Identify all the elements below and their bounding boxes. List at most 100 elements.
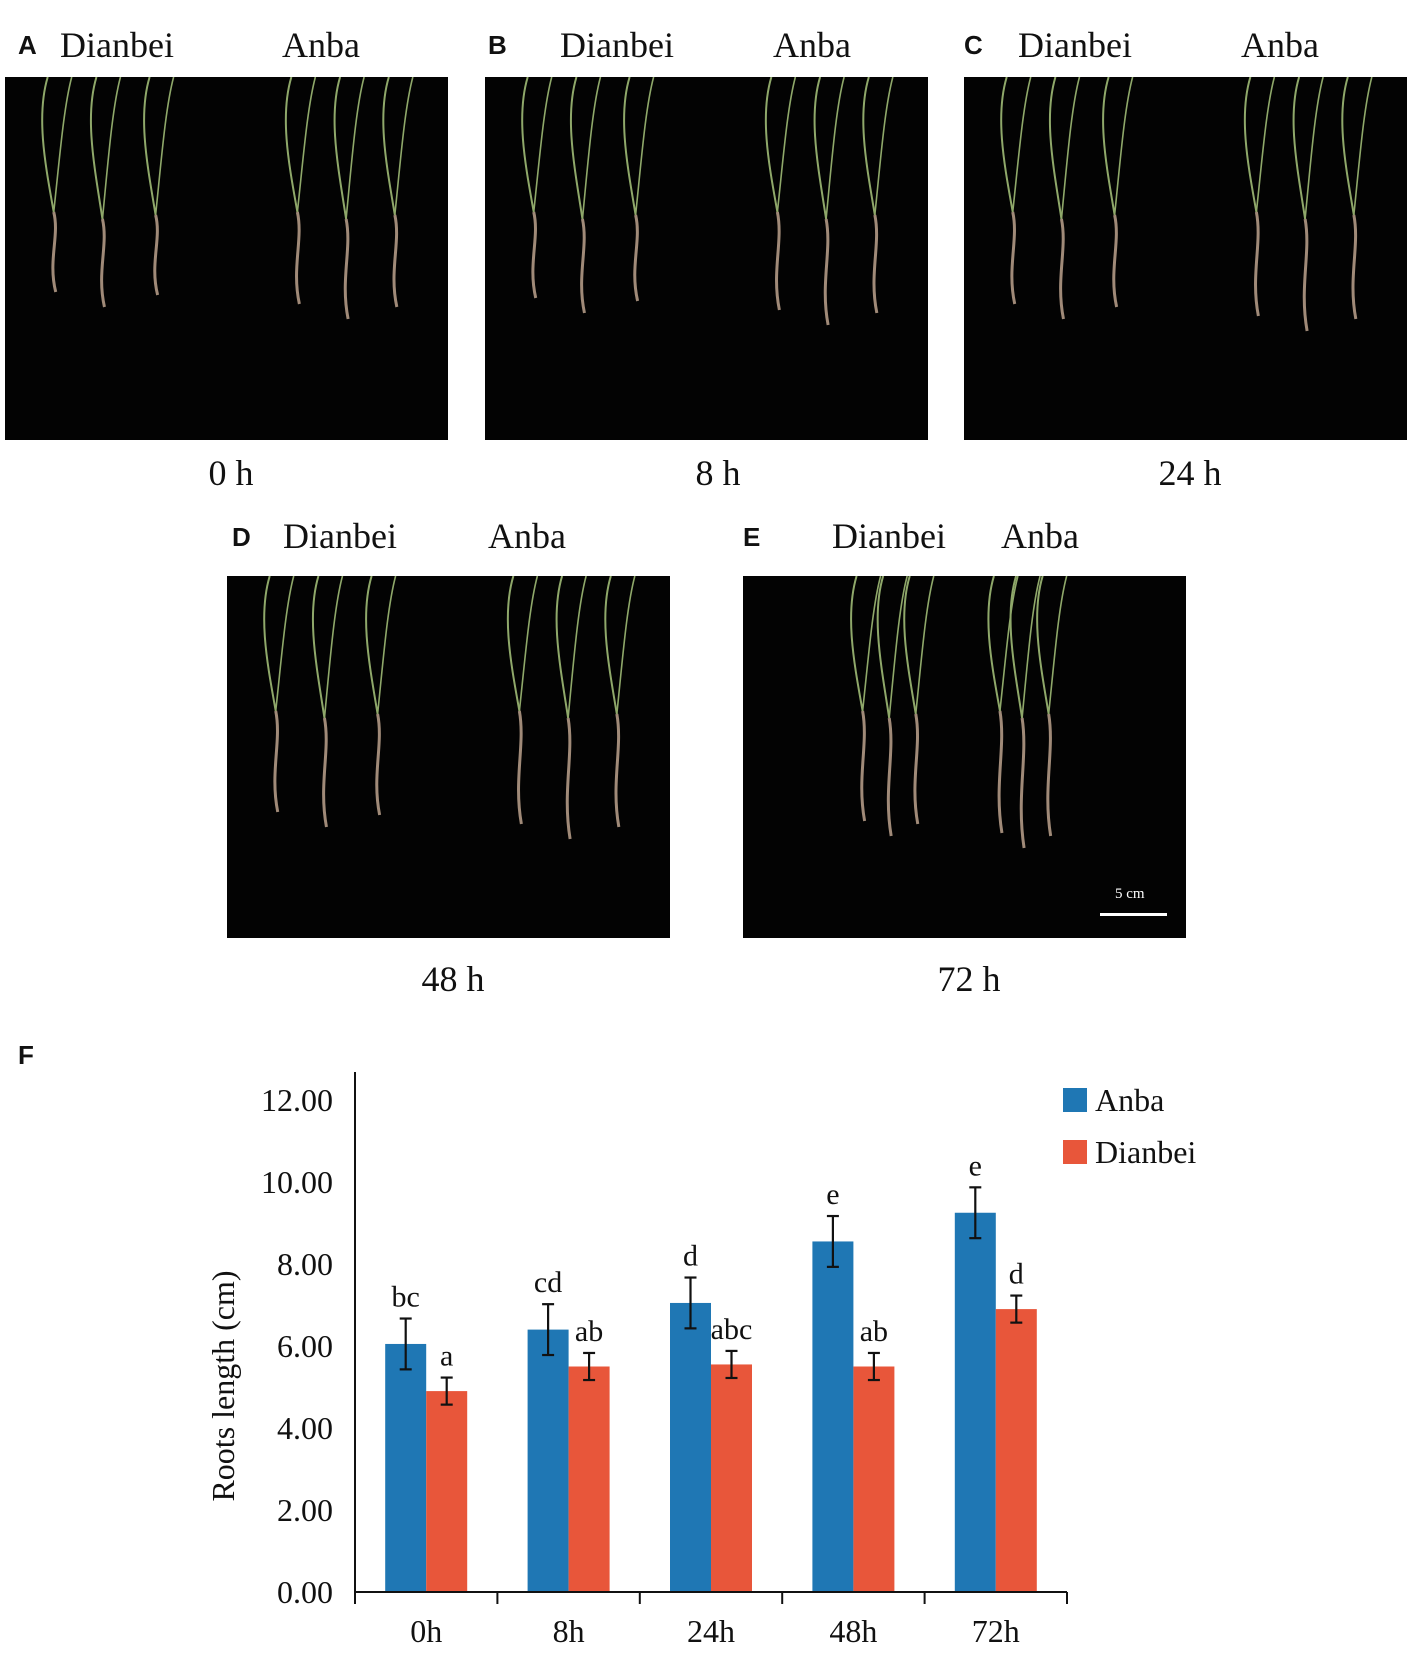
seedling xyxy=(382,77,414,308)
seedling xyxy=(506,576,539,825)
panel-c-time-label: 24 h xyxy=(1158,453,1222,493)
seedling xyxy=(987,576,1019,834)
seedling xyxy=(555,576,587,840)
panel-e-anba-label: Anba xyxy=(1001,516,1079,556)
legend-swatch xyxy=(1063,1140,1087,1164)
seedling xyxy=(623,77,655,302)
panel-letter-a: A xyxy=(18,30,37,60)
panel-b-time-label: 8 h xyxy=(695,453,741,493)
bar-anba xyxy=(527,1329,569,1592)
x-tick-label: 48h xyxy=(829,1613,877,1649)
seedling xyxy=(41,77,73,293)
significance-letter: bc xyxy=(392,1281,420,1314)
panel-d-anba-label: Anba xyxy=(488,516,566,556)
panel-b-dianbei-label: Dianbei xyxy=(560,25,674,65)
y-tick-label: 6.00 xyxy=(277,1328,333,1364)
panel-d-photo xyxy=(227,576,670,938)
panel-letter-e: E xyxy=(743,522,761,552)
seedling xyxy=(89,77,122,308)
seedling xyxy=(813,77,845,326)
seedling xyxy=(764,77,797,311)
error-bar xyxy=(969,1186,982,1240)
x-tick-label: 0h xyxy=(410,1613,442,1649)
bar-dianbei xyxy=(711,1364,752,1592)
x-tick-label: 24h xyxy=(687,1613,735,1649)
y-tick-label: 8.00 xyxy=(277,1246,333,1282)
bar-dianbei xyxy=(568,1366,610,1592)
panel-c-dianbei-label: Dianbei xyxy=(1018,25,1132,65)
panel-b-anba-label: Anba xyxy=(773,25,851,65)
legend-label: Dianbei xyxy=(1095,1134,1196,1170)
seedling xyxy=(862,77,894,314)
error-bar xyxy=(725,1349,738,1380)
y-tick-label: 2.00 xyxy=(277,1492,333,1528)
seedling xyxy=(1243,77,1276,317)
bar-anba xyxy=(670,1302,711,1592)
bar-anba xyxy=(954,1212,996,1592)
panel-c-anba-label: Anba xyxy=(1241,25,1319,65)
error-bar xyxy=(399,1317,412,1371)
error-bar xyxy=(684,1276,697,1330)
panel-letter-b: B xyxy=(488,30,507,60)
panel-e-dianbei-label: Dianbei xyxy=(832,516,946,556)
y-axis-label: Roots length (cm) xyxy=(205,1270,241,1501)
panel-a-time-label: 0 h xyxy=(208,453,254,493)
seedling xyxy=(1292,77,1324,332)
seedling xyxy=(365,576,397,816)
error-bar xyxy=(826,1214,839,1268)
y-tick-label: 0.00 xyxy=(277,1574,333,1610)
error-bar xyxy=(542,1303,555,1357)
seedling xyxy=(284,77,317,305)
seedling xyxy=(143,77,175,296)
panel-c-photo xyxy=(964,77,1407,440)
significance-letter: ab xyxy=(575,1315,603,1348)
significance-letter: e xyxy=(826,1178,839,1211)
seedling xyxy=(876,576,908,837)
significance-letter: abc xyxy=(711,1313,753,1346)
panel-letter-f: F xyxy=(18,1040,34,1070)
seedling xyxy=(333,77,365,320)
legend-swatch xyxy=(1063,1088,1087,1112)
panel-a-dianbei-label: Dianbei xyxy=(60,25,174,65)
x-tick-label: 72h xyxy=(972,1613,1020,1649)
error-bar xyxy=(1010,1294,1023,1324)
panel-e-time-label: 72 h xyxy=(937,959,1001,999)
seedling xyxy=(1102,77,1134,308)
significance-letter: cd xyxy=(534,1266,562,1299)
bar-dianbei xyxy=(995,1309,1037,1592)
seedling xyxy=(1341,77,1373,320)
bar-anba xyxy=(812,1241,854,1592)
panel-b-photo xyxy=(485,77,928,440)
panel-d-time-label: 48 h xyxy=(421,959,485,999)
panel-e-photo: 5 cm xyxy=(743,576,1186,938)
seedling xyxy=(604,576,636,828)
seedling xyxy=(521,77,553,299)
bar-dianbei xyxy=(853,1366,895,1592)
seedling xyxy=(1009,576,1041,849)
seedling xyxy=(263,576,295,813)
scale-bar xyxy=(1100,913,1167,916)
scale-bar-label: 5 cm xyxy=(1115,886,1145,902)
significance-letter: d xyxy=(1009,1258,1024,1291)
y-tick-label: 4.00 xyxy=(277,1410,333,1446)
panel-letter-c: C xyxy=(964,30,983,60)
significance-letter: e xyxy=(969,1149,982,1182)
legend-label: Anba xyxy=(1095,1082,1164,1118)
root-length-chart: bc cd d e e a ab abc ab d 0.00 2.00 4.00 6.00 8.00 10.… xyxy=(205,1072,1196,1649)
seedling xyxy=(569,77,602,314)
seedling xyxy=(1036,576,1068,837)
y-tick-label: 12.00 xyxy=(261,1082,333,1118)
significance-letter: a xyxy=(440,1340,453,1373)
seedling xyxy=(850,576,882,822)
significance-letter: d xyxy=(683,1240,698,1273)
panel-d-dianbei-label: Dianbei xyxy=(283,516,397,556)
seedling xyxy=(903,576,935,825)
seedling xyxy=(311,576,344,828)
significance-letter: ab xyxy=(860,1315,888,1348)
error-bar xyxy=(583,1351,596,1382)
y-tick-label: 10.00 xyxy=(261,1164,333,1200)
bar-dianbei xyxy=(426,1391,468,1592)
panel-a-photo xyxy=(5,77,448,440)
x-tick-label: 8h xyxy=(553,1613,585,1649)
seedling xyxy=(1048,77,1081,320)
